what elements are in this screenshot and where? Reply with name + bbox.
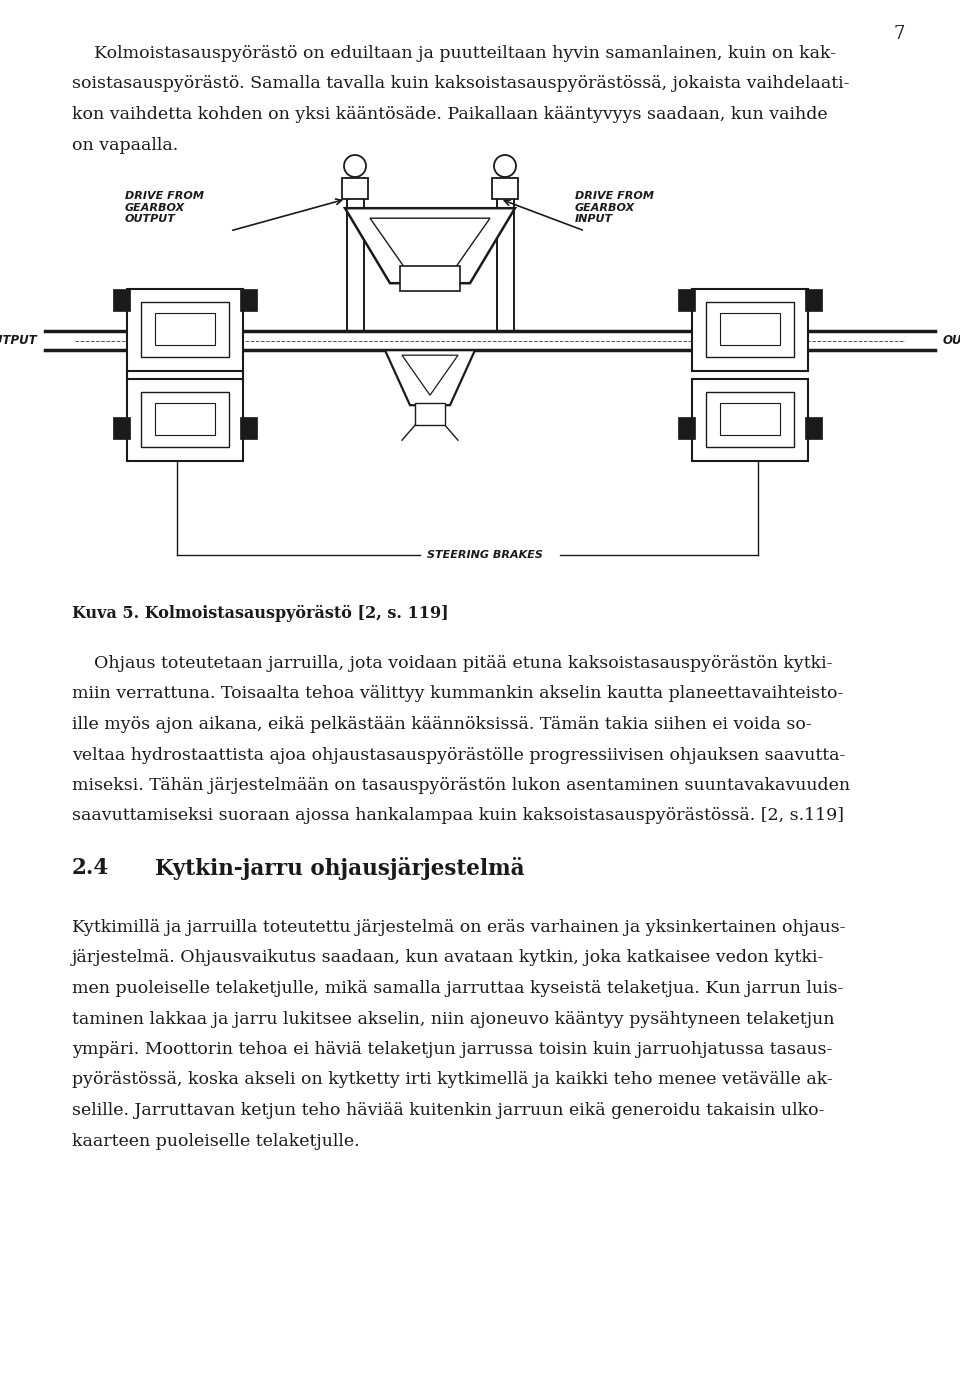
Bar — [720, 313, 780, 345]
Text: miin verrattuna. Toisaalta tehoa välittyy kummankin akselin kautta planeettavaih: miin verrattuna. Toisaalta tehoa välitty… — [72, 685, 844, 703]
Polygon shape — [345, 209, 515, 283]
Text: taminen lakkaa ja jarru lukitsee akselin, niin ajoneuvo kääntyy pysähtyneen tela: taminen lakkaa ja jarru lukitsee akselin… — [72, 1011, 834, 1027]
Text: selille. Jarruttavan ketjun teho häviää kuitenkin jarruun eikä generoidu takaisi: selille. Jarruttavan ketjun teho häviää … — [72, 1103, 825, 1119]
Text: Kytkimillä ja jarruilla toteutettu järjestelmä on eräs varhainen ja yksinkertain: Kytkimillä ja jarruilla toteutettu järje… — [72, 919, 846, 936]
Text: STEERING BRAKES: STEERING BRAKES — [427, 551, 543, 560]
Circle shape — [344, 155, 366, 177]
Circle shape — [494, 155, 516, 177]
Bar — [127, 290, 243, 371]
Bar — [706, 393, 794, 448]
Text: Kytkin-jarru ohjausjärjestelmä: Kytkin-jarru ohjausjärjestelmä — [155, 857, 524, 880]
Bar — [113, 417, 130, 439]
Text: 2.4: 2.4 — [72, 857, 109, 879]
Text: OUTPUT: OUTPUT — [0, 334, 37, 347]
Bar — [240, 290, 257, 312]
Bar — [400, 266, 460, 291]
Bar — [678, 417, 695, 439]
Text: 7: 7 — [894, 25, 905, 43]
Bar — [155, 404, 215, 435]
Polygon shape — [402, 356, 458, 395]
Text: pyörästössä, koska akseli on kytketty irti kytkimellä ja kaikki teho menee vetäv: pyörästössä, koska akseli on kytketty ir… — [72, 1071, 833, 1089]
Text: veltaa hydrostaattista ajoa ohjaustasauspyörästölle progressiivisen ohjauksen sa: veltaa hydrostaattista ajoa ohjaustasaus… — [72, 747, 846, 763]
Text: Kuva 5. Kolmoistasauspyörästö [2, s. 119]: Kuva 5. Kolmoistasauspyörästö [2, s. 119… — [72, 605, 448, 622]
Text: kon vaihdetta kohden on yksi kääntösäde. Paikallaan kääntyvyys saadaan, kun vaih: kon vaihdetta kohden on yksi kääntösäde.… — [72, 106, 828, 124]
Bar — [692, 290, 808, 371]
Bar — [141, 393, 229, 448]
Bar — [342, 178, 368, 199]
Bar — [692, 379, 808, 461]
Bar — [706, 302, 794, 357]
Bar — [127, 379, 243, 461]
Text: kaarteen puoleiselle telaketjulle.: kaarteen puoleiselle telaketjulle. — [72, 1133, 360, 1149]
Text: DRIVE FROM
GEARBOX
INPUT: DRIVE FROM GEARBOX INPUT — [575, 191, 654, 224]
Text: järjestelmä. Ohjausvaikutus saadaan, kun avataan kytkin, joka katkaisee vedon ky: järjestelmä. Ohjausvaikutus saadaan, kun… — [72, 950, 825, 967]
Bar — [805, 417, 822, 439]
Bar — [155, 313, 215, 345]
Bar — [113, 290, 130, 312]
Text: on vapaalla.: on vapaalla. — [72, 136, 179, 154]
Bar — [415, 404, 445, 426]
Text: saavuttamiseksi suoraan ajossa hankalampaa kuin kaksoistasauspyörästössä. [2, s.: saavuttamiseksi suoraan ajossa hankalamp… — [72, 807, 844, 825]
Text: OUTPUT: OUTPUT — [943, 334, 960, 347]
Text: men puoleiselle telaketjulle, mikä samalla jarruttaa kyseistä telaketjua. Kun ja: men puoleiselle telaketjulle, mikä samal… — [72, 980, 844, 997]
Text: DRIVE FROM
GEARBOX
OUTPUT: DRIVE FROM GEARBOX OUTPUT — [125, 191, 204, 224]
Text: Ohjaus toteutetaan jarruilla, jota voidaan pitää etuna kaksoistasauspyörästön ky: Ohjaus toteutetaan jarruilla, jota voida… — [72, 655, 832, 671]
Polygon shape — [385, 350, 475, 405]
Bar — [492, 178, 518, 199]
Bar — [678, 290, 695, 312]
Text: Kolmoistasauspyörästö on eduiltaan ja puutteiltaan hyvin samanlainen, kuin on ka: Kolmoistasauspyörästö on eduiltaan ja pu… — [72, 45, 836, 62]
Bar — [141, 302, 229, 357]
Text: miseksi. Tähän järjestelmään on tasauspyörästön lukon asentaminen suuntavakavuud: miseksi. Tähän järjestelmään on tasauspy… — [72, 777, 851, 794]
Text: ympäri. Moottorin tehoa ei häviä telaketjun jarrussa toisin kuin jarruohjatussa : ympäri. Moottorin tehoa ei häviä telaket… — [72, 1041, 832, 1059]
Bar — [720, 404, 780, 435]
Bar — [240, 417, 257, 439]
Bar — [805, 290, 822, 312]
Text: soistasauspyörästö. Samalla tavalla kuin kaksoistasauspyörästössä, jokaista vaih: soistasauspyörästö. Samalla tavalla kuin… — [72, 76, 850, 92]
Text: ille myös ajon aikana, eikä pelkästään käännöksissä. Tämän takia siihen ei voida: ille myös ajon aikana, eikä pelkästään k… — [72, 715, 812, 733]
Polygon shape — [370, 218, 490, 268]
